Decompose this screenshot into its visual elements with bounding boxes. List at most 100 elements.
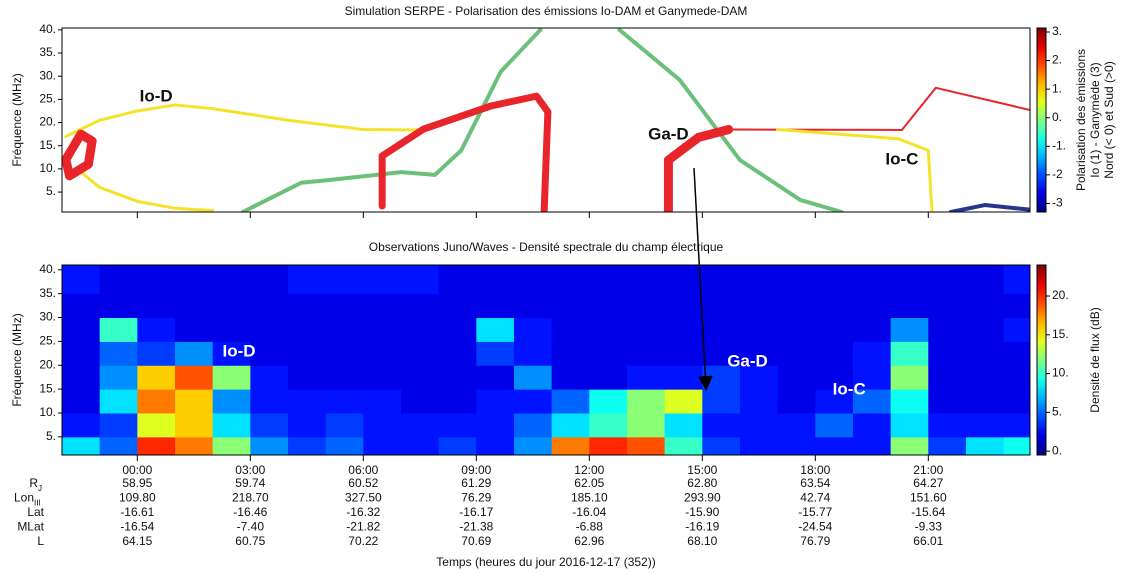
heatmap-cell (174, 365, 214, 390)
heatmap-cell (438, 265, 477, 295)
heatmap-cell (438, 293, 477, 319)
ephemeris-label: L (37, 534, 44, 548)
heatmap-cell (250, 317, 289, 342)
heatmap-cell (287, 436, 327, 456)
heatmap-cell (137, 265, 176, 295)
heatmap-cell (739, 365, 779, 390)
heatmap-cell (513, 317, 553, 342)
heatmap-cell (212, 317, 251, 342)
ephemeris-value: 70.22 (348, 534, 378, 548)
heatmap-cell (739, 389, 779, 414)
ephemeris-value: 42.74 (800, 491, 830, 505)
ephemeris-value: 70.69 (461, 534, 491, 548)
y-axis-label: Fréquence (MHz) (10, 73, 24, 166)
ephemeris-value: 62.96 (574, 534, 604, 548)
ephemeris-value: 60.52 (348, 476, 378, 490)
heatmap-cell (363, 341, 402, 366)
ephemeris-value: -16.19 (685, 520, 719, 534)
heatmap-cell (739, 412, 779, 438)
ephemeris-value: -16.61 (120, 505, 154, 519)
heatmap-cell (589, 317, 628, 342)
ephemeris-value: 109.80 (119, 491, 156, 505)
ephemeris-value: -6.88 (576, 520, 604, 534)
heatmap-cell (702, 293, 741, 319)
colorbar-tick-label: -3 (1052, 196, 1063, 210)
curve (948, 203, 1030, 212)
ephemeris-value: 64.27 (913, 476, 943, 490)
colorbar-label: Io (1) - Ganymède (3) (1088, 62, 1102, 177)
heatmap-cell (62, 436, 101, 456)
heatmap-cell (815, 317, 854, 342)
heatmap-cell (965, 341, 1005, 366)
ephemeris-value: -21.38 (459, 520, 493, 534)
curve (75, 167, 215, 212)
heatmap-cell (890, 436, 929, 456)
heatmap-cell (137, 293, 176, 319)
heatmap-cell (965, 389, 1005, 414)
heatmap-cell (513, 293, 553, 319)
heatmap-cell (513, 365, 553, 390)
heatmap-cell (589, 265, 628, 295)
heatmap-cell (250, 436, 289, 456)
heatmap-cell (363, 317, 402, 342)
heatmap-cell (928, 389, 967, 414)
colorbar (1036, 27, 1047, 213)
heatmap-cell (551, 265, 590, 295)
heatmap-cell (777, 341, 816, 366)
ephemeris-value: 218.70 (232, 491, 269, 505)
curve (663, 125, 734, 212)
x-tick-label: 18:00 (800, 463, 830, 477)
x-tick-label: 00:00 (122, 463, 152, 477)
plot-frame (61, 264, 1031, 456)
heatmap-cell (852, 389, 892, 414)
heatmap-cell (400, 317, 440, 342)
heatmap-cell (626, 436, 666, 456)
y-tick-label: 30. (39, 68, 56, 82)
heatmap-cell (702, 389, 741, 414)
heatmap-cell (287, 265, 327, 295)
y-tick-label: 25. (39, 92, 56, 106)
heatmap-cell (589, 365, 628, 390)
heatmap-cell (212, 389, 251, 414)
heatmap-cell (62, 341, 101, 366)
heatmap-cell (928, 436, 967, 456)
heatmap-cell (852, 341, 892, 366)
heatmap-cell (928, 317, 967, 342)
y-tick-label: 35. (39, 45, 56, 59)
heatmap-cell (702, 341, 741, 366)
heatmap-cell (589, 341, 628, 366)
heatmap-cell (476, 317, 515, 342)
heatmap-cell (589, 389, 628, 414)
heatmap-cell (777, 293, 816, 319)
ephemeris-label-sub: III (34, 499, 41, 508)
curve (240, 28, 543, 212)
curve (62, 129, 97, 181)
heatmap-cell (212, 365, 251, 390)
annotation: Io-C (885, 150, 918, 169)
heatmap-cell (250, 265, 289, 295)
heatmap-cell (476, 436, 515, 456)
curve (727, 86, 1030, 131)
heatmap-cell (626, 412, 666, 438)
heatmap-cell (890, 412, 929, 438)
colorbar-tick-label: 0. (1052, 110, 1062, 124)
heatmap-cell (62, 389, 101, 414)
heatmap-cell (287, 412, 327, 438)
y-tick-label: 15. (39, 138, 56, 152)
x-axis-label: Temps (heures du jour 2016-12-17 (352)) (436, 555, 655, 569)
heatmap-cell (664, 365, 703, 390)
heatmap-cell (852, 293, 892, 319)
x-tick-label: 21:00 (913, 463, 943, 477)
heatmap-cell (363, 436, 402, 456)
heatmap-cell (890, 365, 929, 390)
title: Observations Juno/Waves - Densité spectr… (369, 240, 724, 254)
ephemeris-label-sub: J (38, 484, 42, 493)
heatmap-cell (212, 436, 251, 456)
ephemeris-value: -24.54 (798, 520, 832, 534)
ephemeris-value: -21.82 (346, 520, 380, 534)
heatmap-cell (777, 412, 816, 438)
heatmap-cell (739, 317, 779, 342)
heatmap-cell (1003, 293, 1031, 319)
heatmap-cell (739, 436, 779, 456)
heatmap-cell (965, 317, 1005, 342)
